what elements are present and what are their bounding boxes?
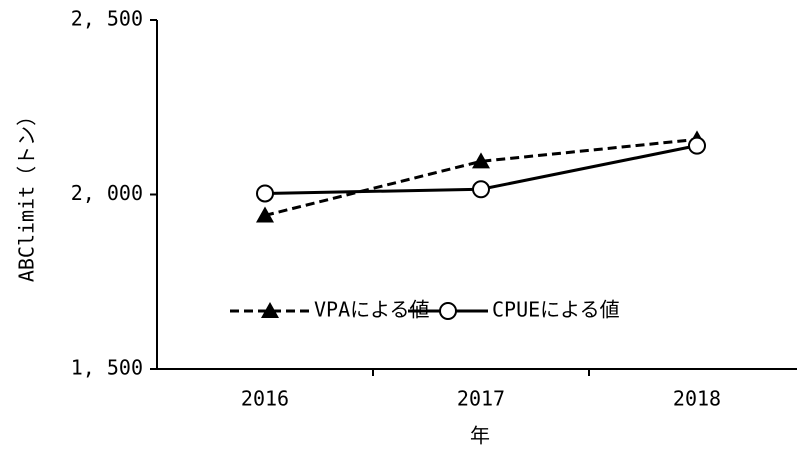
series-line — [264, 137, 698, 217]
marker-circle — [472, 180, 490, 199]
legend-marker — [439, 302, 457, 320]
x-axis-label: 年 — [470, 424, 490, 448]
y-tick-label: 2, 000 — [71, 181, 143, 205]
x-tick-label: 2018 — [673, 387, 721, 411]
y-axis-label: ABClimit（トン） — [15, 106, 39, 282]
marker-triangle — [472, 152, 490, 169]
marker-circle — [688, 136, 706, 155]
y-tick-label: 1, 500 — [71, 356, 143, 380]
x-tick-label: 2016 — [241, 387, 289, 411]
marker-circle — [256, 184, 274, 203]
x-tick-label: 2017 — [457, 387, 505, 411]
y-tick-label: 2, 500 — [71, 7, 143, 31]
legend-label: CPUEによる値 — [492, 298, 620, 322]
marker-triangle — [256, 206, 274, 223]
legend-marker — [261, 302, 279, 318]
